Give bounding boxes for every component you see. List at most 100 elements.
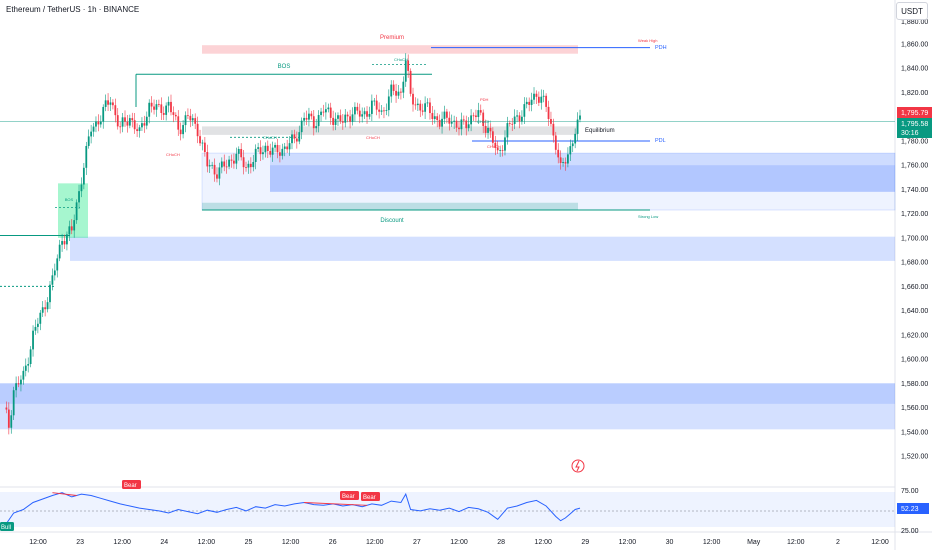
price-tick-11: 1,640.00 [901, 308, 928, 315]
candle-body-82 [201, 142, 204, 144]
candle-body-83 [203, 142, 206, 153]
equilibrium-label: Equilibrium [585, 128, 615, 134]
zone-discount [202, 202, 578, 211]
zone-demand_3b [0, 403, 895, 430]
candle-body-195 [475, 115, 477, 118]
candle-body-132 [322, 111, 325, 113]
candle-body-148 [361, 114, 364, 117]
alert-icon[interactable] [571, 459, 585, 473]
candle-body-221 [537, 96, 540, 103]
candle-body-187 [455, 120, 458, 128]
candle-body-201 [489, 127, 492, 132]
candle-body-54 [133, 120, 136, 130]
candle-body-71 [174, 114, 177, 117]
candle-body-232 [564, 162, 567, 164]
symbol-title[interactable]: Ethereum / TetherUS · 1h · BINANCE [6, 5, 140, 14]
time-tick-18: 12:00 [787, 539, 805, 546]
candle-body-117 [286, 146, 289, 150]
time-tick-8: 12:00 [366, 539, 384, 546]
candle-body-131 [320, 111, 322, 116]
rsi-line [3, 492, 581, 528]
candle-body-118 [288, 143, 291, 150]
currency-button[interactable]: USDT [896, 2, 928, 20]
rsi-layer [3, 492, 581, 528]
bear-divergence-2 [304, 502, 368, 506]
time-tick-6: 12:00 [282, 539, 300, 546]
candle-body-205 [499, 150, 502, 151]
candle-body-213 [518, 115, 521, 122]
price-tick-top: 1,880.00 [901, 19, 928, 26]
candle-body-101 [247, 163, 250, 168]
candle-body-31 [78, 191, 80, 203]
candle-body-9 [24, 365, 27, 371]
candle-body-60 [148, 102, 151, 117]
candle-body-27 [68, 226, 71, 235]
rsi-band [0, 492, 895, 527]
candle-body-207 [504, 137, 506, 151]
rsi-tick-25: 25.00 [901, 528, 919, 535]
candle-body-144 [351, 114, 354, 122]
bull-order-block [58, 183, 88, 238]
candle-body-234 [569, 146, 572, 155]
candle-body-169 [412, 93, 414, 105]
pdl-label: PDL [655, 138, 666, 144]
candle-body-106 [259, 147, 262, 155]
candle-body-119 [291, 134, 293, 144]
candle-body-200 [487, 127, 489, 133]
candle-body-184 [448, 117, 451, 124]
time-axis[interactable]: 12:00 23 12:00 24 12:00 25 12:00 26 12:00 27 12:00… [29, 539, 889, 546]
bear-tag-1: Bear [122, 480, 141, 489]
rsi-value-badge [897, 503, 929, 514]
candle-body-17 [44, 307, 47, 310]
zones-layer [0, 45, 896, 430]
candle-body-108 [264, 145, 267, 153]
candle-body-194 [472, 115, 475, 117]
candle-body-16 [41, 307, 44, 313]
rsi-value: 52.23 [901, 506, 919, 513]
candle-body-80 [196, 123, 199, 137]
candle-body-161 [392, 84, 395, 91]
candle-body-51 [126, 121, 129, 126]
candle-body-90 [220, 161, 223, 168]
candle-body-140 [341, 121, 344, 123]
price-tick-0: 1,860.00 [901, 42, 928, 49]
price-tick-4: 1,780.00 [901, 138, 928, 145]
candle-body-10 [27, 364, 30, 366]
bos-label: BOS [278, 64, 291, 70]
candle-body-92 [225, 166, 228, 168]
candle-body-57 [141, 123, 143, 128]
candle-body-173 [421, 110, 424, 112]
candle-body-35 [87, 136, 90, 146]
candle-body-69 [170, 101, 172, 113]
candle-body-210 [511, 123, 514, 125]
rsi-tick-75: 75.00 [901, 488, 919, 495]
candle-body-100 [245, 167, 247, 168]
candle-body-166 [404, 60, 407, 82]
candle-body-199 [484, 126, 487, 133]
candle-body-189 [460, 119, 463, 130]
candle-body-143 [349, 116, 351, 122]
candle-body-73 [179, 129, 182, 135]
candle-body-137 [334, 118, 337, 125]
candle-body-134 [327, 107, 330, 110]
candle-body-174 [424, 103, 427, 112]
price-tick-13: 1,600.00 [901, 357, 928, 364]
candle-body-228 [554, 135, 557, 150]
candle-body-238 [579, 115, 581, 120]
discount-label: Discount [380, 218, 404, 224]
candle-body-168 [409, 70, 412, 94]
time-tick-11: 28 [497, 539, 505, 546]
candle-body-109 [266, 145, 269, 152]
last-high-badge: 1,795.79 [897, 107, 932, 118]
candle-body-19 [49, 284, 51, 303]
price-tick-17: 1,520.00 [901, 454, 928, 461]
candle-body-44 [109, 102, 112, 105]
choch-label-2: CHoCH [263, 135, 277, 140]
candle-body-218 [530, 99, 533, 105]
candle-body-89 [218, 167, 221, 179]
candle-body-154 [375, 100, 378, 110]
candle-body-217 [528, 101, 531, 105]
candle-body-64 [157, 104, 160, 105]
